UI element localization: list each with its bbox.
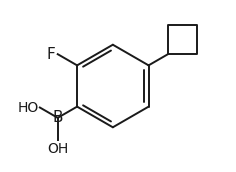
Text: B: B [52,110,63,125]
Text: OH: OH [47,142,68,155]
Text: F: F [47,47,56,62]
Text: HO: HO [17,100,38,115]
